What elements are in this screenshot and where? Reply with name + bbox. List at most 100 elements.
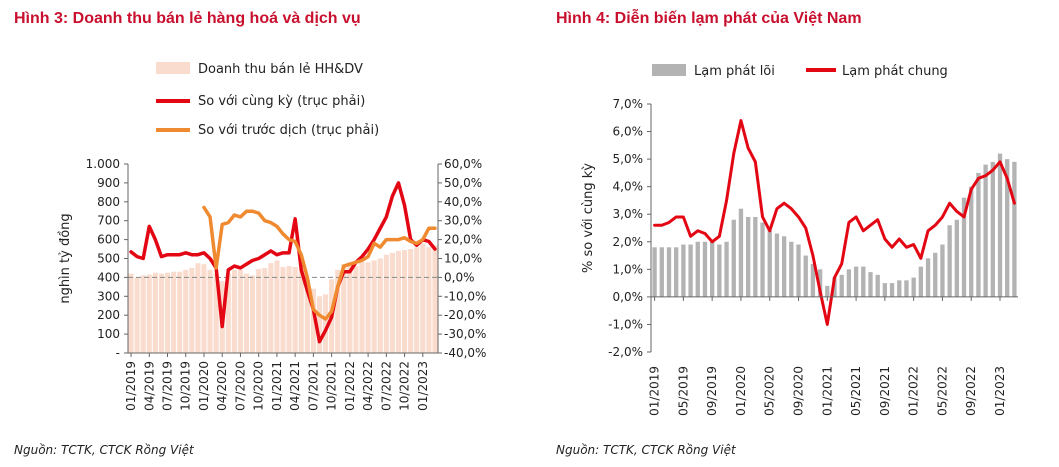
core-inflation-bar: [969, 186, 974, 297]
legend-swatch-revenue: [156, 62, 190, 74]
core-inflation-bar: [839, 274, 844, 297]
revenue-bar: [353, 266, 359, 353]
x-axis-tick-label: 01/2021: [270, 361, 284, 411]
x-axis-tick-label: 04/2019: [142, 361, 156, 411]
revenue-bar: [420, 243, 426, 353]
revenue-bar: [408, 249, 414, 353]
precovid-line: [202, 205, 437, 321]
core-inflation-bar: [652, 247, 657, 297]
x-axis-tick-label: 10/2019: [179, 361, 193, 411]
y-axis-tick-label: 3,0%: [613, 207, 644, 221]
core-inflation-bar: [933, 252, 938, 297]
y-axis-tick-label: 6,0%: [613, 125, 644, 139]
x-axis-tick-label: 10/2022: [398, 361, 412, 411]
core-inflation-bar: [774, 233, 780, 297]
x-axis-tick-label: 09/2020: [792, 366, 806, 416]
revenue-bar: [365, 262, 371, 353]
core-inflation-bar: [695, 241, 700, 297]
x-axis-tick-label: 04/2021: [288, 361, 302, 411]
y-axis-tick-label: 2,0%: [613, 235, 644, 249]
revenue-bar: [304, 279, 310, 353]
core-inflation-bar: [731, 219, 736, 297]
y-axis-title: nghìn tỷ đồng: [58, 213, 73, 303]
right-axis-tick-label: 50,0%: [444, 176, 482, 190]
y-axis-tick-label: 1,0%: [613, 262, 644, 276]
core-inflation-bar: [925, 258, 931, 297]
core-inflation-bar: [911, 277, 916, 297]
figure-3-chart: Doanh thu bán lẻ HH&DV So với cùng kỳ (tr…: [58, 62, 486, 411]
left-axis-tick-label: 700: [97, 214, 120, 228]
core-inflation-bars: [652, 153, 1017, 297]
revenue-bar: [414, 247, 420, 353]
x-axis-tick-label: 10/2020: [252, 361, 266, 411]
figure-4-source: Nguồn: TCTK, CTCK Rồng Việt: [556, 443, 736, 457]
revenue-bar: [164, 272, 171, 353]
revenue-bar: [152, 272, 158, 353]
revenue-bar: [158, 273, 164, 353]
left-axis-tick-label: 600: [97, 233, 120, 247]
x-axis-tick-label: 07/2019: [161, 361, 175, 411]
core-inflation-bar: [796, 244, 801, 297]
core-inflation-bar: [753, 216, 758, 297]
revenue-bar: [377, 258, 383, 353]
y-axis-tick-label: 5,0%: [613, 152, 644, 166]
x-axis-tick-label: 01/2021: [820, 366, 834, 416]
revenue-bar: [316, 296, 323, 353]
left-axis-tick-label: 400: [97, 270, 120, 284]
revenue-bar: [286, 266, 292, 353]
x-axis-tick-label: 09/2019: [705, 366, 719, 416]
core-inflation-bar: [789, 241, 794, 297]
x-axis-tick-label: 10/2021: [325, 361, 339, 411]
x-axis-tick-label: 01/2019: [124, 361, 138, 411]
legend-label-precovid: So với trước dịch (trục phải): [198, 123, 379, 138]
revenue-bar: [195, 263, 201, 353]
revenue-bar: [323, 294, 329, 353]
core-inflation-bar: [681, 244, 686, 297]
revenue-bar: [171, 271, 177, 353]
x-axis-tick-label: 09/2022: [964, 366, 978, 416]
figure-4-chart: Lạm phát lõi Lạm phát chung -2,0% -1,0% 0,0%…: [581, 64, 1018, 416]
x-axis-tick-label: 01/2019: [648, 366, 662, 416]
x-axis-tick-label: 04/2022: [361, 361, 375, 411]
y-axis-title: % so với cùng kỳ: [581, 163, 596, 273]
core-inflation-bar: [904, 280, 909, 297]
core-inflation-bar: [846, 269, 852, 297]
headline-inflation-line: [653, 119, 1016, 326]
left-axis-tick-label: 800: [97, 195, 120, 209]
revenue-bar: [335, 269, 341, 353]
right-axis-tick-label: 0,0%: [444, 270, 475, 284]
right-axis-tick-label: 20,0%: [444, 233, 482, 247]
core-inflation-bar: [1012, 161, 1017, 297]
revenue-bar: [134, 277, 140, 353]
revenue-bar: [128, 273, 134, 353]
right-axis-tick-label: 40,0%: [444, 195, 482, 209]
left-axis-tick-label: -: [116, 346, 120, 360]
core-inflation-bar: [889, 283, 895, 297]
x-axis-tick-label: 07/2021: [306, 361, 320, 411]
core-inflation-bar: [724, 241, 729, 297]
revenue-bars: [128, 243, 438, 353]
revenue-bar: [146, 274, 152, 353]
right-axis-tick-label: -20,0%: [444, 308, 486, 322]
core-inflation-bar: [861, 266, 866, 297]
x-axis-tick-label: 05/2019: [676, 366, 690, 416]
core-inflation-bar: [947, 225, 952, 297]
left-axis-tick-label: 1.000: [86, 157, 120, 171]
revenue-bar: [280, 267, 286, 353]
core-inflation-bar: [666, 247, 672, 297]
revenue-bar: [250, 275, 256, 353]
revenue-bar: [140, 275, 146, 353]
core-inflation-bar: [825, 285, 830, 297]
core-inflation-bar: [875, 274, 880, 297]
core-inflation-bar: [745, 216, 751, 297]
figure-4-legend: Lạm phát lõi Lạm phát chung: [652, 64, 948, 79]
x-axis-tick-label: 05/2021: [849, 366, 863, 416]
core-inflation-bar: [738, 208, 744, 297]
core-inflation-bar: [659, 247, 664, 297]
revenue-bar: [189, 267, 195, 353]
figure-3-title: Hình 3: Doanh thu bán lẻ hàng hoá và dịc…: [14, 10, 361, 27]
left-axis-tick-label: 300: [97, 289, 120, 303]
right-axis-tick-label: 60,0%: [444, 157, 482, 171]
left-axis-tick-label: 500: [97, 252, 120, 266]
right-axis-tick-label: 30,0%: [444, 214, 482, 228]
